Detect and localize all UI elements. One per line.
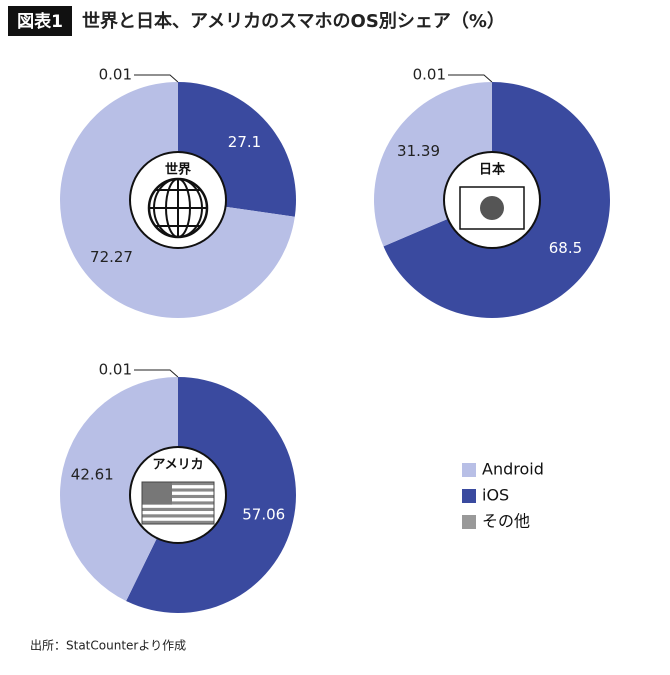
value-label: 68.5: [549, 239, 582, 257]
value-label: 0.01: [99, 66, 132, 84]
legend-label: iOS: [482, 486, 509, 505]
value-label: 72.27: [90, 248, 133, 266]
flag-icon: [141, 481, 215, 525]
flag-stripe: [142, 507, 214, 512]
flag-stripe: [142, 485, 214, 489]
flag-canton: [142, 482, 172, 505]
flag-stripe: [142, 488, 214, 492]
legend-swatch: [462, 463, 476, 477]
flag-stripe: [142, 498, 214, 502]
legend-label: その他: [482, 512, 530, 531]
legend-swatch: [462, 489, 476, 503]
legend-label: Android: [482, 460, 544, 479]
flag-stripe: [142, 482, 214, 486]
badge: 図表1: [17, 11, 63, 32]
value-label: 42.61: [71, 466, 114, 484]
center-label: 日本: [479, 162, 505, 178]
legend-swatch: [462, 515, 476, 529]
center-label: 世界: [165, 162, 191, 178]
leader-line: [448, 74, 493, 83]
flag-stripe: [142, 494, 214, 499]
value-label: 0.01: [413, 66, 446, 84]
center-label: アメリカ: [152, 458, 203, 473]
flag-stripe: [142, 520, 214, 524]
leader-line: [134, 369, 179, 378]
value-label: 57.06: [242, 505, 285, 523]
flag-stripe: [142, 514, 214, 518]
flag-stripe: [142, 504, 214, 508]
pie-slice: [59, 377, 178, 601]
value-label: 31.39: [397, 142, 440, 160]
flag-stripe: [142, 517, 214, 521]
value-label: 0.01: [99, 361, 132, 379]
title: 世界と日本、アメリカのスマホのOS別シェア（%）: [82, 10, 505, 32]
flag-sun: [480, 196, 504, 220]
badge-box: [8, 6, 72, 36]
flag-stripe: [142, 501, 214, 505]
source: 出所：StatCounterより作成: [30, 639, 186, 653]
flag-stripe: [142, 491, 214, 495]
value-label: 27.1: [228, 133, 261, 151]
leader-line: [134, 74, 179, 83]
flag-stripe: [142, 511, 214, 515]
